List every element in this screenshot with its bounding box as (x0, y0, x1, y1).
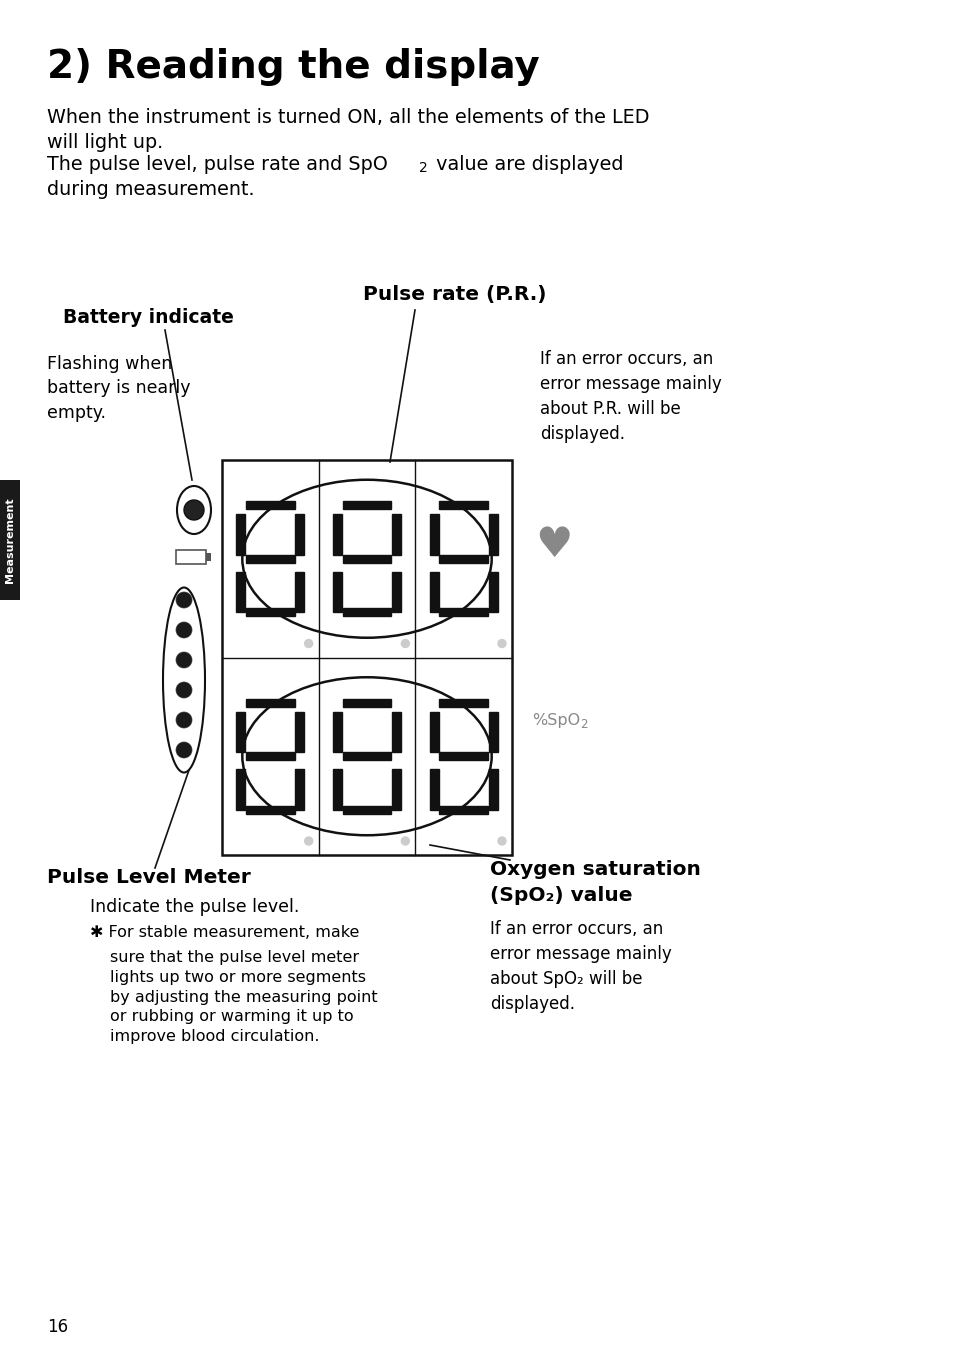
Text: %SpO: %SpO (532, 713, 579, 728)
Text: ♥: ♥ (535, 525, 572, 566)
Bar (438, 752, 488, 760)
Circle shape (401, 639, 409, 647)
Ellipse shape (163, 588, 205, 772)
Bar (342, 608, 391, 616)
Bar (236, 572, 245, 612)
Bar (438, 608, 488, 616)
Bar (246, 608, 294, 616)
Bar (438, 502, 488, 510)
Bar (295, 712, 304, 752)
Bar (429, 514, 438, 554)
Bar (488, 572, 497, 612)
Text: Pulse Level Meter: Pulse Level Meter (47, 868, 251, 886)
Text: Oxygen saturation: Oxygen saturation (490, 859, 700, 880)
Text: The pulse level, pulse rate and SpO: The pulse level, pulse rate and SpO (47, 155, 388, 174)
Bar (342, 699, 391, 706)
Bar (246, 806, 294, 814)
Circle shape (497, 639, 505, 647)
Circle shape (497, 837, 505, 845)
Bar (206, 553, 211, 561)
Circle shape (401, 837, 409, 845)
Bar (333, 769, 341, 810)
Circle shape (175, 621, 192, 638)
Ellipse shape (177, 486, 211, 534)
Text: during measurement.: during measurement. (47, 180, 254, 199)
Text: Flashing when
battery is nearly
empty.: Flashing when battery is nearly empty. (47, 355, 191, 421)
Bar (429, 769, 438, 810)
Text: Pulse rate (P.R.): Pulse rate (P.R.) (363, 285, 546, 304)
Bar (429, 712, 438, 752)
Text: will light up.: will light up. (47, 133, 163, 152)
Circle shape (175, 592, 192, 608)
Bar (342, 554, 391, 562)
Bar (488, 769, 497, 810)
Bar (392, 572, 400, 612)
Bar (488, 712, 497, 752)
Bar (333, 572, 341, 612)
Circle shape (184, 500, 204, 521)
Text: sure that the pulse level meter
lights up two or more segments
by adjusting the : sure that the pulse level meter lights u… (110, 950, 377, 1044)
Bar (392, 712, 400, 752)
Bar (342, 806, 391, 814)
Text: Measurement: Measurement (5, 498, 15, 582)
Circle shape (175, 682, 192, 698)
Bar (175, 550, 206, 564)
Text: 16: 16 (47, 1318, 68, 1336)
Bar (438, 699, 488, 706)
Bar (342, 752, 391, 760)
Bar (246, 752, 294, 760)
Bar (236, 514, 245, 554)
Text: 2: 2 (579, 717, 587, 730)
Bar (236, 769, 245, 810)
Bar (246, 554, 294, 562)
Bar (222, 460, 512, 855)
Text: If an error occurs, an
error message mainly
about SpO₂ will be
displayed.: If an error occurs, an error message mai… (490, 920, 671, 1013)
Bar (392, 769, 400, 810)
Bar (295, 572, 304, 612)
Circle shape (304, 639, 313, 647)
Bar (295, 514, 304, 554)
Bar (429, 572, 438, 612)
Text: (SpO₂) value: (SpO₂) value (490, 886, 632, 905)
Bar (438, 806, 488, 814)
Text: 2: 2 (418, 161, 427, 175)
Circle shape (304, 837, 313, 845)
Bar (342, 502, 391, 510)
Text: value are displayed: value are displayed (430, 155, 623, 174)
Bar (488, 514, 497, 554)
Bar (392, 514, 400, 554)
Text: When the instrument is turned ON, all the elements of the LED: When the instrument is turned ON, all th… (47, 108, 649, 126)
Circle shape (175, 742, 192, 759)
Text: Battery indicate: Battery indicate (63, 308, 233, 327)
Bar (295, 769, 304, 810)
Bar (0, 480, 20, 600)
Bar (236, 712, 245, 752)
Text: ✱ For stable measurement, make: ✱ For stable measurement, make (90, 925, 359, 940)
Bar (333, 514, 341, 554)
Bar (438, 554, 488, 562)
Bar (246, 502, 294, 510)
Bar (333, 712, 341, 752)
Text: Indicate the pulse level.: Indicate the pulse level. (90, 898, 299, 916)
Text: If an error occurs, an
error message mainly
about P.R. will be
displayed.: If an error occurs, an error message mai… (539, 350, 721, 443)
Bar (246, 699, 294, 706)
Circle shape (175, 712, 192, 728)
Circle shape (175, 652, 192, 668)
Text: 2) Reading the display: 2) Reading the display (47, 48, 539, 86)
